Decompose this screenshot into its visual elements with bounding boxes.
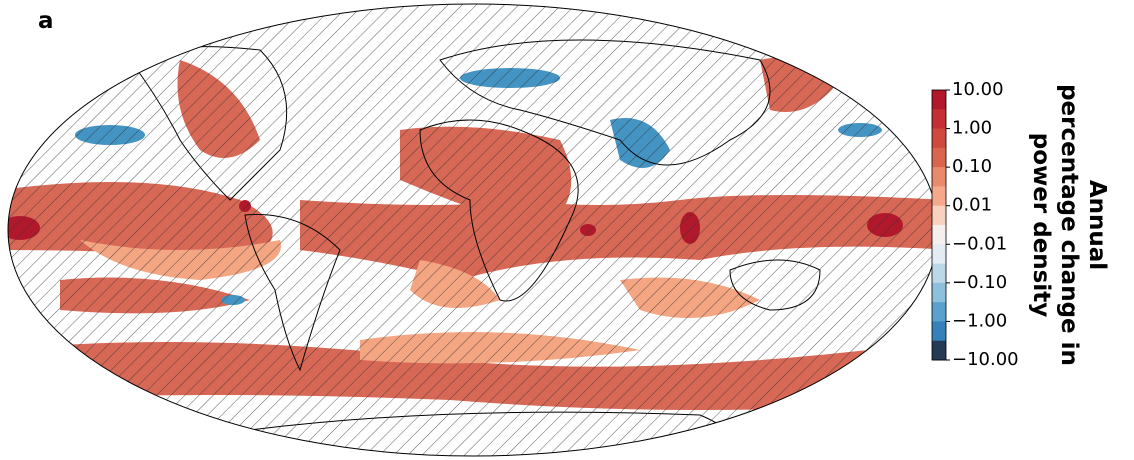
colorbar-bin [932, 128, 946, 149]
colorbar-bin [932, 340, 946, 361]
colorbar-bin [932, 186, 946, 207]
colorbar-bin [932, 321, 946, 342]
colorbar-bin [932, 167, 946, 187]
colorbar-bin [932, 302, 946, 322]
colorbar-bin [932, 225, 946, 245]
colorbar-title-line: Annual [1084, 180, 1110, 270]
colorbar-tick-label: −1.00 [952, 310, 1007, 331]
colorbar-tick-label: −10.00 [952, 349, 1019, 370]
colorbar-bin [932, 90, 946, 110]
colorbar-bin [932, 109, 946, 130]
colorbar-bin [932, 244, 946, 265]
colorbar-frame [931, 89, 947, 361]
colorbar-bin [932, 263, 946, 284]
colorbar-title-line: percentage change in [1056, 84, 1082, 366]
colorbar-tick-label: −0.10 [952, 272, 1007, 293]
colorbar-tick-label: 0.01 [952, 195, 992, 216]
colorbar-bin [932, 205, 946, 226]
colorbar-bin [932, 282, 946, 303]
panel-label: a [38, 8, 54, 34]
colorbar-tick-label: 0.10 [952, 156, 992, 177]
colorbar-tick-label: −0.01 [952, 233, 1007, 254]
map [8, 4, 938, 456]
colorbar-tick-label: 10.00 [952, 79, 1004, 100]
colorbar-title-line: power density [1028, 133, 1054, 317]
colorbar: 10.00 1.00 0.10 0.01 −0.01 −0.10 −1.00 −10.00 [931, 79, 1019, 370]
colorbar-tick-label: 1.00 [952, 118, 992, 139]
colorbar-bin [932, 147, 946, 168]
